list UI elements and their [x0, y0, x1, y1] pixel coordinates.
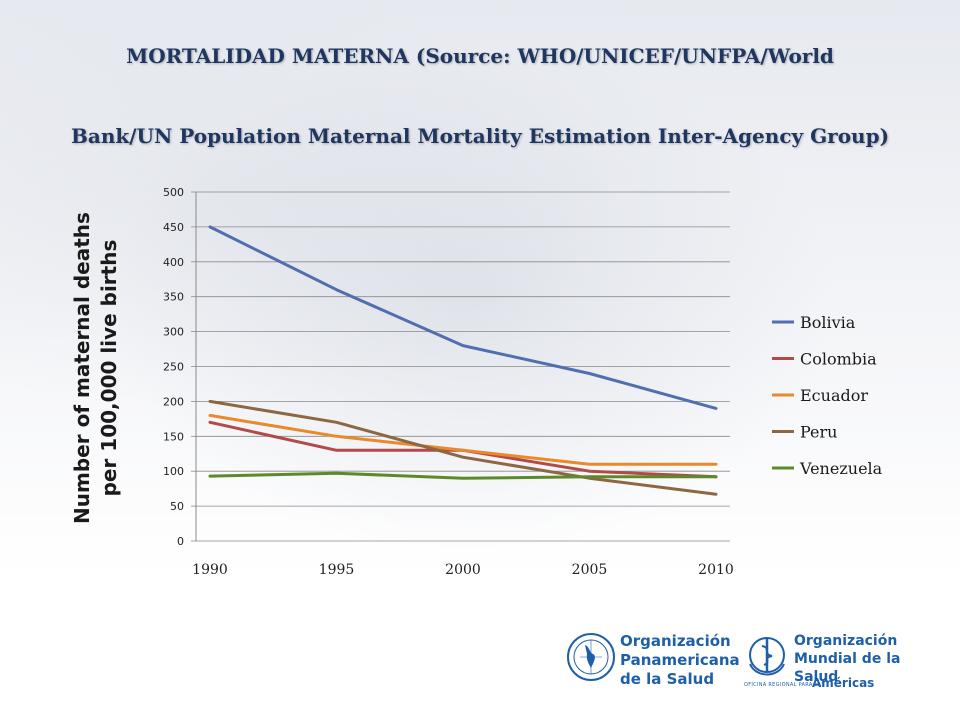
series-line-bolivia	[208, 225, 718, 410]
tick-label-y-500: 500	[163, 186, 184, 199]
who-logo: Organización Mundial de la Salud OFICINA…	[742, 630, 922, 694]
tick-label-y-450: 450	[163, 221, 184, 234]
series-line-venezuela	[208, 471, 718, 480]
tick-label-y-150: 150	[163, 430, 184, 443]
tick-label-y-400: 400	[163, 256, 184, 269]
logo-bar: Organización Panamericana de la Salud Or…	[566, 630, 922, 694]
tick-label-x-2000: 2000	[445, 562, 481, 578]
tick-label-y-200: 200	[163, 395, 184, 408]
tick-label-y-100: 100	[163, 465, 184, 478]
legend-label-peru: Peru	[800, 423, 837, 442]
who-americas: Américas	[812, 676, 875, 690]
who-regional-office: OFICINA REGIONAL PARA LAS	[744, 682, 825, 688]
legend-label-venezuela: Venezuela	[799, 459, 883, 478]
tick-label-y-0: 0	[177, 535, 184, 548]
tick-label-y-350: 350	[163, 291, 184, 304]
paho-name-line-2: Panamericana	[620, 651, 740, 669]
series-line-peru	[208, 399, 718, 496]
slide-title-line-1: MORTALIDAD MATERNA (Source: WHO/UNICEF/U…	[126, 44, 834, 68]
paho-name-line-3: de la Salud	[620, 670, 715, 688]
legend-label-bolivia: Bolivia	[800, 313, 856, 332]
who-name: Organización Mundial de la Salud	[794, 632, 922, 686]
who-emblem-icon	[749, 637, 785, 676]
legend-label-ecuador: Ecuador	[800, 386, 868, 405]
paho-globe-emblem-icon	[567, 633, 615, 681]
legend-label-colombia: Colombia	[800, 350, 877, 369]
who-name-line-1: Organización	[794, 633, 898, 649]
who-name-line-2: Mundial de la Salud	[794, 651, 901, 685]
series-line-ecuador	[208, 413, 718, 466]
tick-label-y-50: 50	[170, 500, 184, 513]
paho-logo: Organización Panamericana de la Salud	[566, 630, 740, 694]
tick-label-y-300: 300	[163, 326, 184, 339]
slide-title-line-2: Bank/UN Population Maternal Mortality Es…	[70, 124, 890, 148]
paho-name-line-1: Organización	[620, 632, 731, 650]
tick-label-x-2010: 2010	[698, 562, 734, 578]
tick-label-x-1995: 1995	[319, 562, 355, 578]
paho-name: Organización Panamericana de la Salud	[620, 632, 740, 689]
tick-label-x-1990: 1990	[192, 562, 228, 578]
tick-label-x-2005: 2005	[572, 562, 608, 578]
tick-label-y-250: 250	[163, 361, 184, 374]
